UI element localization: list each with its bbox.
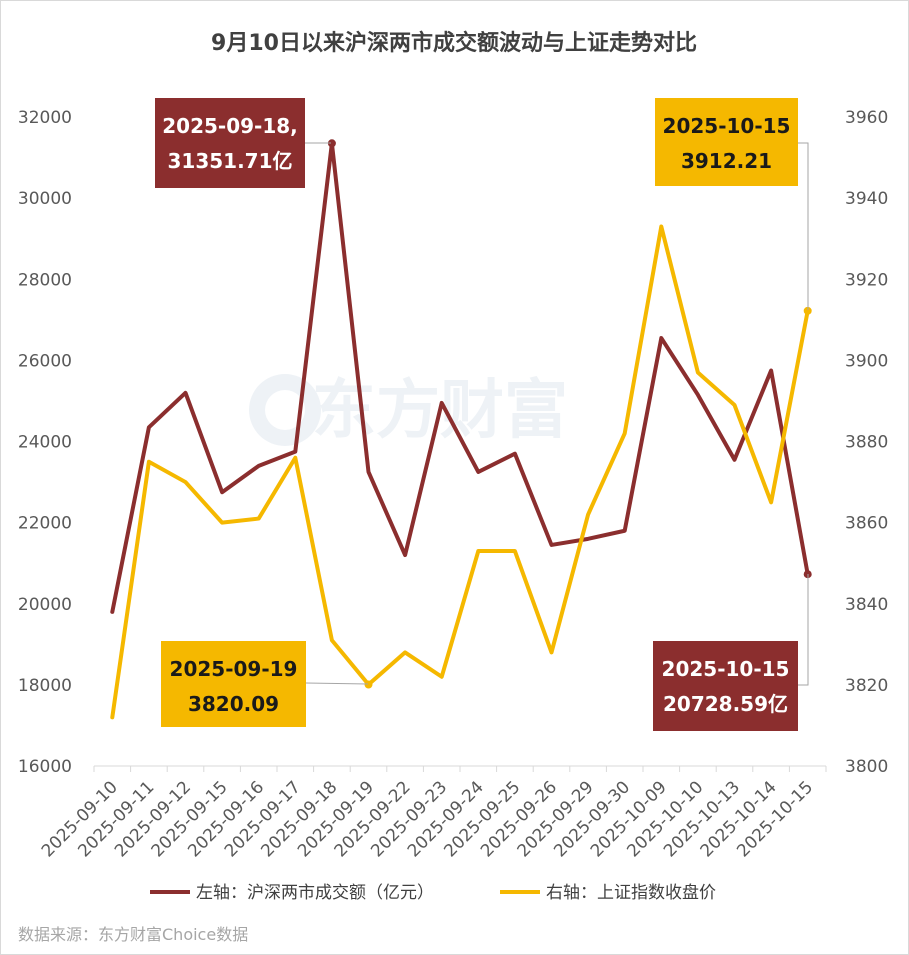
callout-line1: 2025-10-15	[663, 114, 791, 138]
callout-leader	[798, 574, 809, 686]
watermark-logo-icon	[249, 374, 321, 446]
callout-box	[161, 641, 306, 727]
data-point	[550, 650, 553, 654]
right-tick-label: 3860	[845, 514, 888, 534]
data-point	[513, 452, 517, 456]
series-line-index	[110, 224, 810, 720]
data-point	[586, 537, 590, 541]
left-tick-label: 28000	[18, 270, 72, 290]
callout-box	[655, 98, 798, 186]
annotated-point	[803, 306, 812, 315]
right-tick-label: 3920	[845, 270, 888, 290]
callout-line2: 20728.59亿	[663, 692, 788, 716]
data-point	[330, 638, 334, 642]
right-tick-label: 3900	[845, 351, 888, 371]
data-point	[769, 500, 773, 504]
data-point	[476, 470, 480, 474]
left-tick-label: 24000	[18, 433, 72, 453]
annotated-point	[327, 139, 336, 148]
data-point	[293, 456, 297, 460]
axes	[93, 765, 827, 772]
callout-line2: 3912.21	[681, 149, 772, 173]
data-point	[586, 513, 590, 517]
data-point	[550, 543, 553, 547]
callout-box	[155, 98, 305, 188]
right-tick-label: 3820	[845, 676, 888, 696]
data-point	[147, 460, 151, 464]
annotations: 2025-09-18, 31351.71亿 2025-10-15 3912.21 202…	[155, 98, 812, 731]
callout-leader	[798, 142, 809, 310]
data-point	[257, 517, 261, 521]
right-tick-label: 3840	[845, 595, 888, 615]
data-point	[293, 450, 297, 454]
left-tick-label: 32000	[18, 108, 72, 128]
data-point	[659, 225, 663, 229]
left-tick-label: 22000	[18, 514, 72, 534]
callout-leader	[305, 682, 369, 685]
data-point	[440, 401, 444, 405]
data-point	[769, 369, 773, 373]
left-tick-label: 20000	[18, 595, 72, 615]
right-tick-label: 3880	[845, 433, 888, 453]
data-point	[110, 610, 114, 614]
data-point	[659, 336, 663, 340]
data-point	[220, 521, 224, 525]
legend-label-left: 左轴：沪深两市成交额（亿元）	[196, 883, 434, 903]
callout-line2: 3820.09	[188, 692, 279, 716]
right-tick-label: 3800	[845, 757, 888, 777]
data-point	[440, 675, 444, 679]
left-tick-label: 26000	[18, 351, 72, 371]
data-point	[733, 403, 736, 407]
left-tick-label: 16000	[18, 757, 72, 777]
chart-title: 9月10日以来沪深两市成交额波动与上证走势对比	[211, 30, 697, 56]
callout-line1: 2025-09-19	[170, 657, 298, 681]
left-tick-label: 30000	[18, 189, 72, 209]
left-axis-ticks: 16000 18000 20000 22000 24000 26000 28000 30000…	[18, 108, 72, 777]
data-point	[147, 425, 151, 429]
data-point	[513, 549, 517, 553]
right-tick-label: 3960	[845, 108, 888, 128]
x-axis-ticks: 2025-09-102025-09-112025-09-122025-09-15…	[38, 777, 817, 861]
data-point	[184, 480, 187, 484]
data-point	[367, 470, 370, 474]
left-tick-label: 18000	[18, 676, 72, 696]
data-point	[476, 549, 480, 553]
data-point	[623, 529, 627, 533]
right-axis-ticks: 3800 3820 3840 3860 3880 3900 3920 3940 3960	[845, 108, 888, 777]
callout-line2: 31351.71亿	[167, 149, 292, 173]
callout-line1: 2025-09-18,	[162, 114, 298, 138]
data-point	[403, 650, 407, 654]
data-point	[733, 458, 736, 462]
data-point	[696, 393, 700, 397]
annotated-point	[364, 680, 373, 689]
legend: 左轴：沪深两市成交额（亿元） 右轴：上证指数收盘价	[150, 883, 716, 903]
data-point	[220, 490, 224, 494]
data-point	[110, 715, 114, 719]
data-point	[403, 553, 407, 557]
right-tick-label: 3940	[845, 189, 888, 209]
callout-line1: 2025-10-15	[662, 657, 790, 681]
data-point	[184, 391, 187, 395]
data-point	[623, 431, 627, 435]
data-point	[696, 371, 700, 375]
legend-label-right: 右轴：上证指数收盘价	[546, 883, 716, 903]
data-point	[257, 464, 261, 468]
series-line-turnover	[110, 141, 810, 614]
source-note: 数据来源：东方财富Choice数据	[18, 925, 248, 944]
callout-box	[653, 641, 798, 731]
